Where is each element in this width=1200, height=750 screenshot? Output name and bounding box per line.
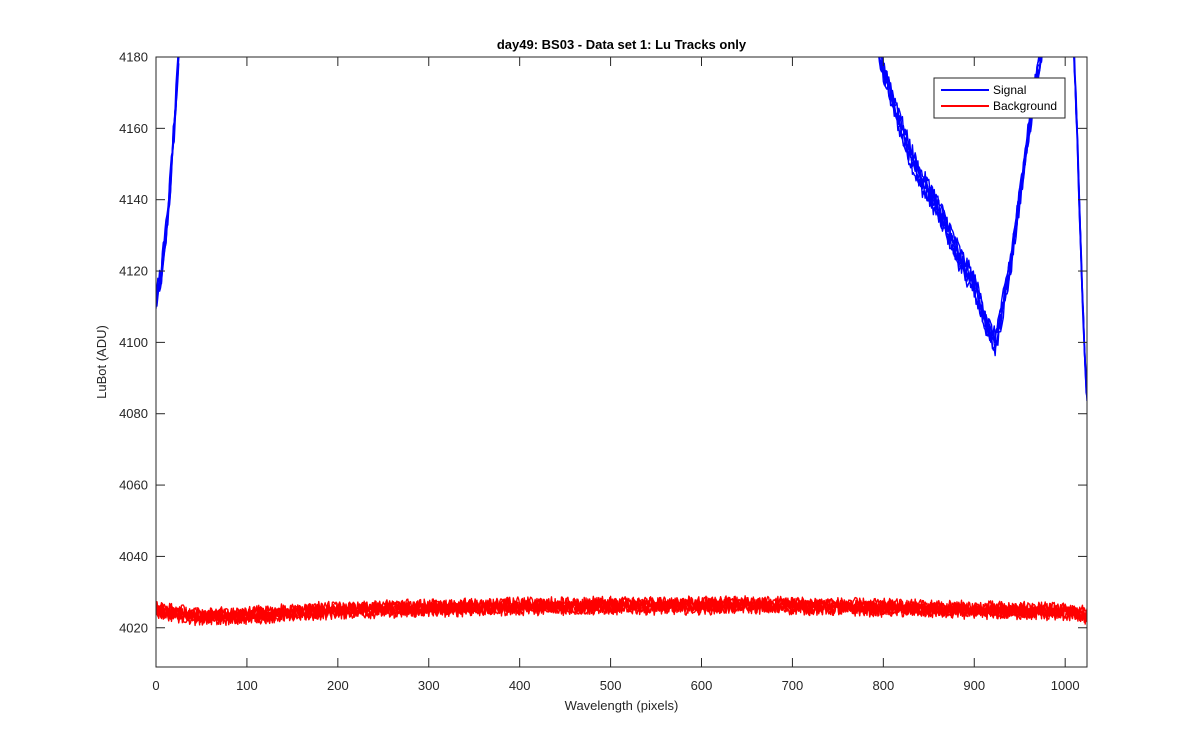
line-chart: 0 100 200 300 400 500 600 700 800 900 1000 4020 4040… xyxy=(0,0,1200,750)
y-tick-label: 4040 xyxy=(119,549,148,564)
x-tick-label: 600 xyxy=(691,678,713,693)
y-tick-label: 4100 xyxy=(119,335,148,350)
x-tick-label: 500 xyxy=(600,678,622,693)
y-tick-label: 4140 xyxy=(119,192,148,207)
y-tick-label: 4180 xyxy=(119,50,148,65)
x-tick-label: 1000 xyxy=(1051,678,1080,693)
x-tick-label: 700 xyxy=(782,678,804,693)
x-tick-label: 0 xyxy=(152,678,159,693)
y-tick-label: 4120 xyxy=(119,264,148,279)
chart-root: 0 100 200 300 400 500 600 700 800 900 1000 4020 4040… xyxy=(0,0,1200,750)
x-tick-label: 900 xyxy=(963,678,985,693)
y-tick-label: 4080 xyxy=(119,406,148,421)
x-tick-label: 400 xyxy=(509,678,531,693)
x-tick-label: 100 xyxy=(236,678,258,693)
plot-background xyxy=(156,57,1087,667)
legend-label-signal: Signal xyxy=(993,83,1026,97)
x-tick-label: 800 xyxy=(872,678,894,693)
legend-label-background: Background xyxy=(993,99,1057,113)
y-axis-label: LuBot (ADU) xyxy=(94,325,109,399)
y-tick-label: 4060 xyxy=(119,478,148,493)
y-tick-label: 4160 xyxy=(119,121,148,136)
x-tick-label: 300 xyxy=(418,678,440,693)
chart-title: day49: BS03 - Data set 1: Lu Tracks only xyxy=(497,37,747,52)
x-axis-label: Wavelength (pixels) xyxy=(565,698,679,713)
legend: Signal Background xyxy=(934,78,1065,118)
y-tick-label: 4020 xyxy=(119,620,148,635)
x-tick-label: 200 xyxy=(327,678,349,693)
